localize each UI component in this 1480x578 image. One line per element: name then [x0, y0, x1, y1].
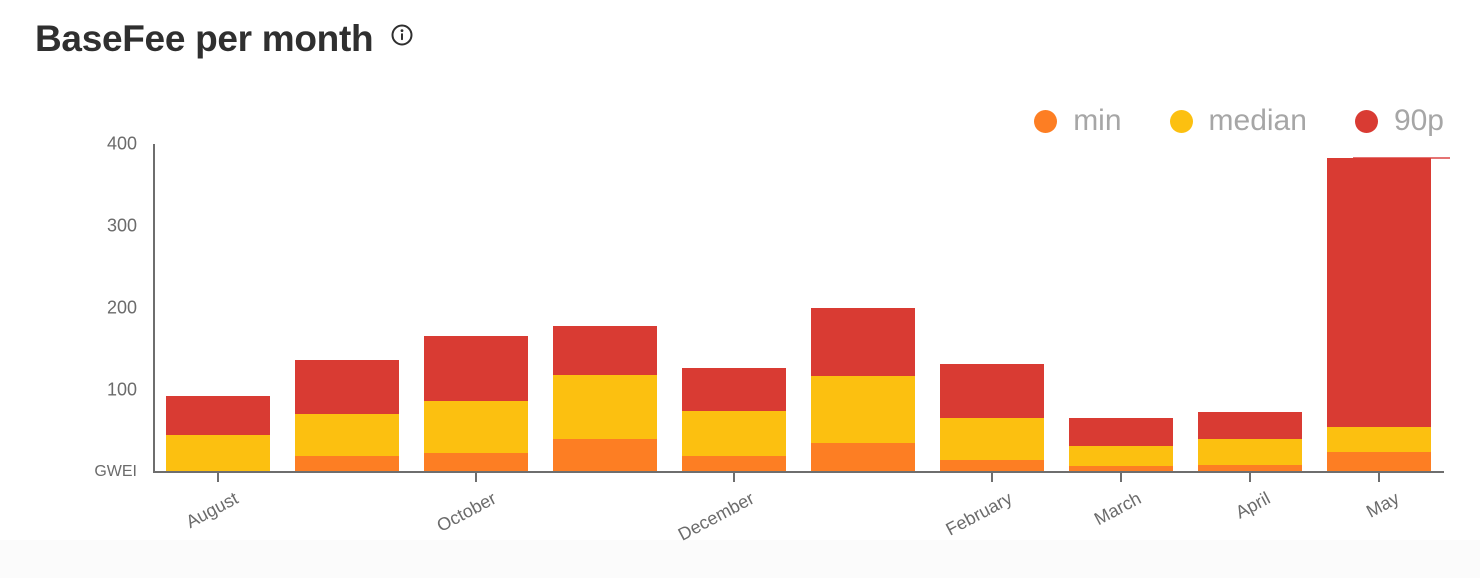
chart-legend: min median 90p [1034, 104, 1451, 159]
bar-segment-90p[interactable] [1327, 158, 1431, 472]
x-tick-label: March [1090, 488, 1145, 530]
x-tick-mark [475, 473, 477, 482]
x-tick-mark [991, 473, 993, 482]
x-tick-label: December [674, 488, 758, 545]
legend-label: min [1073, 104, 1122, 137]
x-tick-mark [217, 473, 219, 482]
x-tick-label: October [433, 488, 500, 536]
legend-label: 90p [1393, 104, 1444, 137]
bar-segment-median[interactable] [166, 435, 270, 472]
bar-segment-min[interactable] [553, 439, 657, 472]
x-tick-mark [1378, 473, 1380, 482]
chart-title: BaseFee per month [35, 18, 374, 59]
x-tick-label: April [1232, 488, 1274, 523]
x-tick-label: May [1362, 488, 1403, 522]
footer-background [0, 540, 1480, 578]
bar-segment-min[interactable] [295, 456, 399, 472]
y-tick-label: 100 [106, 379, 137, 400]
bar-segment-min[interactable] [811, 443, 915, 472]
bar-segment-min[interactable] [1069, 466, 1173, 472]
x-tick-label: February [942, 488, 1016, 540]
y-axis-line [153, 144, 155, 473]
bar-segment-min[interactable] [940, 460, 1044, 472]
legend-item-90p[interactable]: 90p [1352, 104, 1451, 159]
bar-segment-min[interactable] [682, 456, 786, 472]
bar-segment-min[interactable] [424, 453, 528, 472]
bar-segment-min[interactable] [1198, 465, 1302, 472]
bar-segment-min[interactable] [1327, 452, 1431, 472]
x-tick-mark [733, 473, 735, 482]
y-tick-label: 400 [106, 133, 137, 154]
legend-item-median[interactable]: median [1169, 104, 1307, 138]
legend-dot-icon [1034, 109, 1058, 133]
legend-dot-icon [1354, 109, 1378, 133]
y-tick-label: 300 [106, 215, 137, 236]
x-tick-mark [1120, 473, 1122, 482]
x-tick-mark [1249, 473, 1251, 482]
x-tick-label: August [182, 488, 242, 532]
legend-label: median [1208, 104, 1307, 137]
chart-header: BaseFee per month [35, 18, 413, 60]
y-tick-label: 200 [106, 297, 137, 318]
legend-dot-icon [1169, 109, 1193, 133]
y-unit-label: GWEI [94, 463, 137, 480]
info-circle-icon[interactable] [391, 24, 413, 46]
x-axis-line [153, 471, 1444, 473]
legend-item-min[interactable]: min [1034, 104, 1122, 138]
